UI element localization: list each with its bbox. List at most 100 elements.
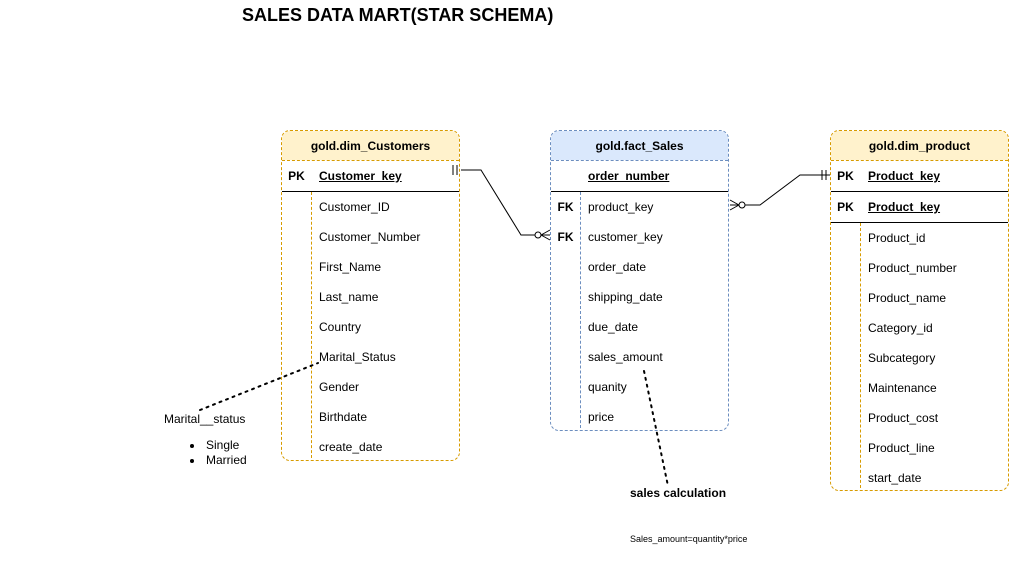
table-row[interactable]: Customer_Number [282, 222, 459, 252]
table-row[interactable]: Last_name [282, 282, 459, 312]
table-row[interactable]: sales_amount [551, 342, 728, 372]
field-name: First_Name [319, 260, 382, 274]
key-badge: PK [288, 169, 305, 183]
field-name: shipping_date [588, 290, 663, 304]
connector-fact-product [730, 174, 830, 206]
table-row[interactable]: Subcategory [831, 343, 1008, 373]
field-name: order_number [588, 169, 670, 183]
table-header: gold.fact_Sales [551, 131, 728, 160]
key-badge [831, 313, 860, 343]
table-fact-sales[interactable]: gold.fact_Sales order_number FK product_k… [550, 130, 729, 431]
key-badge: FK [557, 230, 574, 244]
key-badge [282, 402, 311, 432]
table-row[interactable]: order_date [551, 252, 728, 282]
key-badge: FK [557, 200, 574, 214]
field-name: Product_key [868, 200, 941, 214]
field-name: Category_id [868, 321, 933, 335]
key-badge [831, 283, 860, 313]
key-badge [282, 192, 311, 222]
table-row[interactable]: Product_id [831, 223, 1008, 253]
key-badge [831, 253, 860, 283]
key-badge [831, 223, 860, 253]
table-row[interactable]: create_date [282, 432, 459, 460]
column-divider [580, 192, 581, 430]
table-row[interactable]: Product_cost [831, 403, 1008, 433]
field-name: create_date [319, 440, 383, 454]
field-name: Customer_ID [319, 200, 390, 214]
table-row[interactable]: due_date [551, 312, 728, 342]
key-badge [551, 402, 580, 430]
field-name: Product_number [868, 261, 957, 275]
key-badge [282, 222, 311, 252]
field-name: Marital_Status [319, 350, 396, 364]
field-name: Product_line [868, 441, 935, 455]
field-name: Subcategory [868, 351, 936, 365]
key-badge [282, 252, 311, 282]
field-name: Product_cost [868, 411, 939, 425]
marital-status-note: Marital__status [164, 412, 246, 426]
table-header: gold.dim_Customers [282, 131, 459, 160]
key-badge [551, 161, 580, 191]
sales-calculation-note: sales calculation [630, 486, 727, 500]
table-row[interactable]: FK product_key [551, 192, 728, 222]
zero-many-marker [534, 231, 542, 239]
table-row[interactable]: Customer_ID [282, 192, 459, 222]
table-row[interactable]: order_number [551, 160, 728, 192]
table-row[interactable]: PK Product_key [831, 192, 1008, 223]
field-name: Customer_key [319, 169, 402, 183]
key-badge [282, 342, 311, 372]
field-name: sales_amount [588, 350, 663, 364]
field-name: due_date [588, 320, 639, 334]
key-badge [831, 463, 860, 490]
table-dim-product[interactable]: gold.dim_product PK Product_key PK Produ… [830, 130, 1009, 491]
key-badge [282, 312, 311, 342]
table-row[interactable]: Product_line [831, 433, 1008, 463]
field-name: Country [319, 320, 362, 334]
table-row[interactable]: Country [282, 312, 459, 342]
table-row[interactable]: PK Product_key [831, 160, 1008, 192]
table-row[interactable]: Category_id [831, 313, 1008, 343]
table-dim-customers[interactable]: gold.dim_Customers PK Customer_key Custo… [281, 130, 460, 461]
crowfoot-marker [729, 199, 740, 211]
field-name: Product_id [868, 231, 926, 245]
table-row[interactable]: First_Name [282, 252, 459, 282]
table-row[interactable]: Product_name [831, 283, 1008, 313]
column-divider [311, 192, 312, 460]
key-badge [831, 403, 860, 433]
column-divider [860, 223, 861, 490]
crowfoot-marker [540, 229, 551, 241]
table-row[interactable]: quanity [551, 372, 728, 402]
table-row[interactable]: FK customer_key [551, 222, 728, 252]
table-row[interactable]: PK Customer_key [282, 160, 459, 192]
field-name: Customer_Number [319, 230, 421, 244]
table-row[interactable]: start_date [831, 463, 1008, 490]
table-row[interactable]: price [551, 402, 728, 430]
key-badge [551, 282, 580, 312]
page-title: SALES DATA MART(STAR SCHEMA) [242, 5, 554, 25]
table-row[interactable]: Gender [282, 372, 459, 402]
table-row[interactable]: Birthdate [282, 402, 459, 432]
key-badge [282, 372, 311, 402]
marital-values-list: Single Married [188, 438, 247, 468]
field-name: Last_name [319, 290, 379, 304]
table-header: gold.dim_product [831, 131, 1008, 160]
key-badge [551, 342, 580, 372]
key-badge [831, 343, 860, 373]
zero-many-marker [738, 201, 746, 209]
list-item: Single [204, 438, 247, 453]
connector-customers-fact [461, 169, 550, 236]
key-badge [551, 312, 580, 342]
table-row[interactable]: Maintenance [831, 373, 1008, 403]
key-badge [831, 373, 860, 403]
table-row[interactable]: shipping_date [551, 282, 728, 312]
field-name: product_key [588, 200, 654, 214]
key-badge [551, 252, 580, 282]
list-item: Married [204, 453, 247, 468]
table-row[interactable]: Product_number [831, 253, 1008, 283]
field-name: Product_name [868, 291, 947, 305]
field-name: start_date [868, 471, 922, 485]
key-badge [282, 432, 311, 460]
table-row[interactable]: Marital_Status [282, 342, 459, 372]
key-badge [282, 282, 311, 312]
field-name: Product_key [868, 169, 941, 183]
